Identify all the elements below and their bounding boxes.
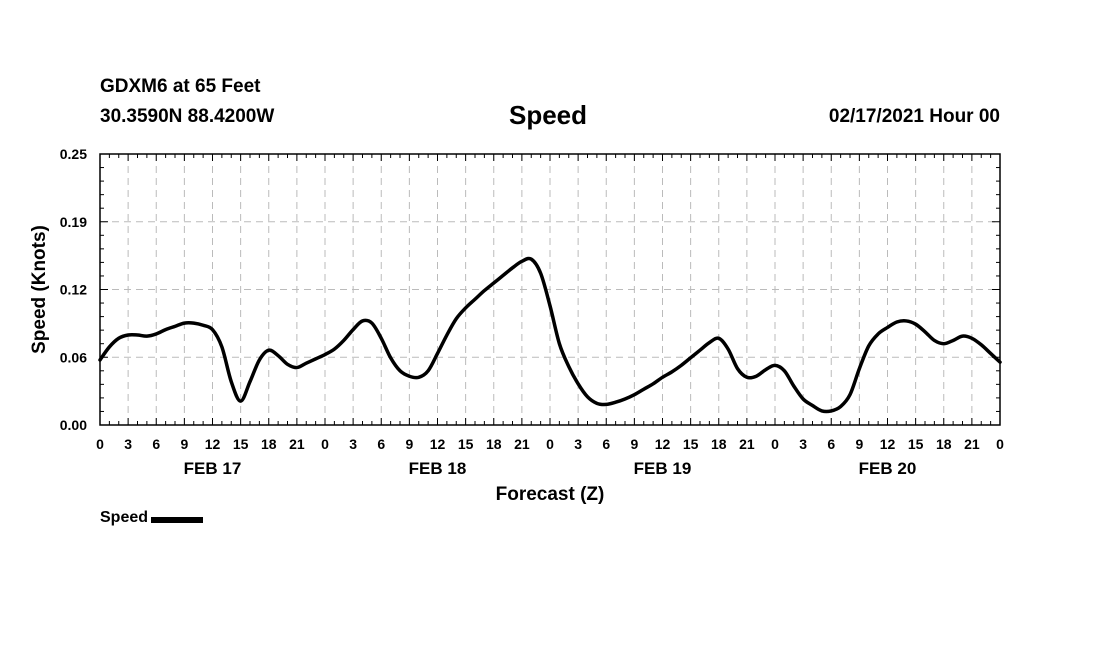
x-tick-label: 6 [602,436,610,452]
x-tick-label: 0 [996,436,1004,452]
speed-series-line [98,256,1002,414]
station-name: GDXM6 at 65 Feet [100,76,261,97]
x-tick-label: 21 [964,436,980,452]
x-tick-label: 15 [683,436,699,452]
x-tick-label: 6 [827,436,835,452]
x-tick-label: 3 [799,436,807,452]
x-tick-label: 21 [289,436,305,452]
x-tick-label: 6 [377,436,385,452]
x-tick-label: 9 [180,436,188,452]
x-tick-label: 18 [261,436,277,452]
day-label: FEB 17 [184,459,242,478]
x-tick-label: 15 [908,436,924,452]
y-axis-label: Speed (Knots) [29,225,50,354]
x-axis-label: Forecast (Z) [496,484,605,505]
x-tick-label: 0 [321,436,329,452]
x-tick-label: 3 [124,436,132,452]
x-tick-label: 0 [771,436,779,452]
day-label: FEB 19 [634,459,692,478]
x-tick-label: 18 [936,436,952,452]
x-tick-label: 12 [430,436,446,452]
grid-lines [100,154,1000,425]
x-tick-label: 6 [152,436,160,452]
x-tick-label: 12 [880,436,896,452]
x-tick-label: 0 [546,436,554,452]
legend-swatch [151,516,204,523]
forecast-run-time: 02/17/2021 Hour 00 [828,106,1000,127]
x-tick-label: 12 [205,436,221,452]
x-tick-label: 0 [96,436,104,452]
chart-title: Speed [509,100,588,130]
y-tick-label: 0.12 [60,282,87,298]
legend-label: Speed [100,509,149,526]
legend: Speed [100,509,204,527]
x-tick-label: 9 [630,436,638,452]
x-tick-label: 12 [655,436,671,452]
day-label: FEB 20 [859,459,917,478]
x-tick-label: 3 [574,436,582,452]
x-tick-label: 3 [349,436,357,452]
x-tick-label: 15 [458,436,474,452]
y-tick-label: 0.06 [60,349,87,365]
y-tick-label: 0.25 [60,146,87,162]
x-tick-label: 9 [855,436,863,452]
x-tick-label: 18 [486,436,502,452]
tick-labels: 0 3 6 9 12 15 18 21 0 3 6 9 12 15 18 21 0 3 6 9 12 15 18 21 0 3 6 9… [60,146,1004,478]
x-tick-label: 9 [405,436,413,452]
station-coordinates: 30.3590N 88.4200W [100,106,275,127]
y-tick-label: 0.19 [60,214,87,230]
y-tick-label: 0.00 [60,417,87,433]
day-label: FEB 18 [409,459,467,478]
x-tick-label: 15 [233,436,249,452]
plot-frame [99,153,1001,426]
x-tick-label: 21 [739,436,755,452]
x-tick-label: 18 [711,436,727,452]
x-tick-label: 21 [514,436,530,452]
